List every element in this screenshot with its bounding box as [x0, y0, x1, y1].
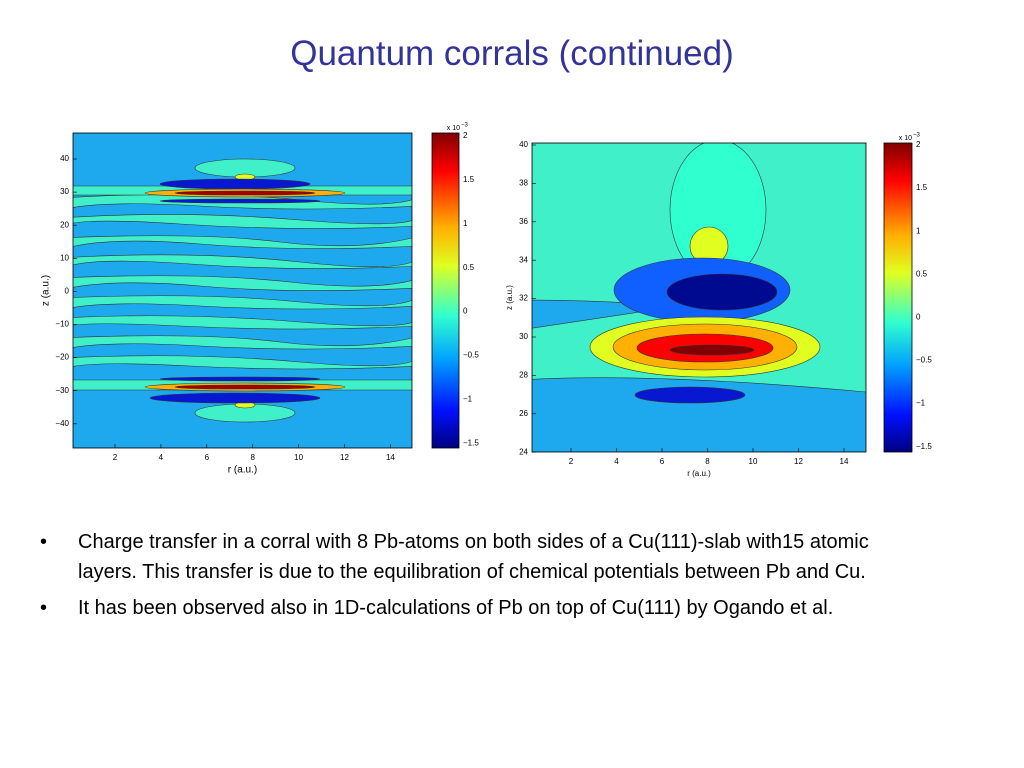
colorbar-tick-label: 1.5 [463, 175, 475, 184]
colorbar-tick-label: 1 [916, 226, 921, 235]
x-tick-label: 10 [749, 457, 758, 466]
colorbar-exponent-base: x 10 [447, 125, 460, 132]
colorbar-tick-label: 0.5 [463, 263, 475, 272]
colorbar [883, 142, 913, 453]
colorbar-tick-label: 0 [463, 307, 468, 316]
y-tick-label: 32 [519, 294, 528, 303]
y-tick-label: −40 [55, 419, 69, 428]
x-tick-label: 8 [705, 457, 710, 466]
colorbar-tick-label: 0.5 [916, 269, 928, 278]
bullet-list: Charge transfer in a corral with 8 Pb-at… [40, 527, 920, 629]
y-tick-label: 26 [519, 409, 528, 418]
colorbar-exponent-base: x 10 [899, 135, 912, 142]
x-tick-label: 2 [113, 453, 118, 462]
y-tick-label: 34 [519, 255, 528, 264]
plot-frame [531, 142, 867, 453]
colorbar-tick-label: −1 [463, 395, 473, 404]
colorbar-tick-label: −0.5 [916, 356, 932, 365]
bullet: It has been observed also in 1D-calculat… [40, 593, 920, 623]
y-tick-label: −30 [55, 386, 69, 395]
x-tick-label: 12 [794, 457, 803, 466]
x-tick-label: 10 [294, 453, 303, 462]
y-tick-label: −20 [55, 353, 69, 362]
y-tick-label: 20 [60, 220, 69, 229]
x-tick-label: 6 [660, 457, 665, 466]
x-tick-label: 2 [569, 457, 574, 466]
y-tick-label: 40 [60, 154, 69, 163]
plot-frame [72, 132, 413, 449]
x-tick-label: 6 [205, 453, 210, 462]
colorbar-tick-label: 2 [916, 140, 921, 149]
colorbar-tick-label: −1 [916, 399, 926, 408]
x-axis-label: r (a.u.) [687, 469, 711, 478]
colorbar-tick-label: 1 [463, 219, 468, 228]
x-axis-label: r (a.u.) [228, 465, 257, 476]
slide-title: Quantum corrals (continued) [290, 34, 734, 73]
y-tick-label: 40 [519, 140, 528, 149]
colorbar-tick-label: 1.5 [916, 183, 928, 192]
y-tick-label: 38 [519, 179, 528, 188]
contour-plot-left [73, 133, 412, 448]
y-tick-label: 24 [519, 447, 528, 456]
colorbar-tick-label: 2 [463, 131, 468, 140]
y-tick-label: 30 [519, 332, 528, 341]
x-tick-label: 4 [159, 453, 164, 462]
x-tick-label: 14 [840, 457, 849, 466]
colorbar-tick-label: −1.5 [463, 438, 479, 447]
colorbar-exponent-power: −3 [913, 133, 921, 139]
contour-plot-right [532, 143, 866, 452]
x-tick-label: 14 [386, 453, 395, 462]
y-tick-label: 36 [519, 217, 528, 226]
y-tick-label: 28 [519, 371, 528, 380]
colorbar-tick-label: −1.5 [916, 442, 932, 451]
colorbar-tick-label: 0 [916, 313, 921, 322]
colorbar [431, 132, 460, 449]
bullet: Charge transfer in a corral with 8 Pb-at… [40, 527, 920, 587]
x-tick-label: 8 [250, 453, 255, 462]
y-tick-label: 30 [60, 187, 69, 196]
y-tick-label: 0 [65, 287, 70, 296]
y-tick-label: 10 [60, 253, 69, 262]
x-tick-label: 4 [614, 457, 619, 466]
x-tick-label: 12 [340, 453, 349, 462]
y-axis-label: z (a.u.) [41, 275, 52, 306]
y-tick-label: −10 [55, 320, 69, 329]
y-axis-label: z (a.u.) [505, 285, 514, 310]
colorbar-tick-label: −0.5 [463, 351, 479, 360]
colorbar-exponent-power: −3 [461, 123, 469, 129]
